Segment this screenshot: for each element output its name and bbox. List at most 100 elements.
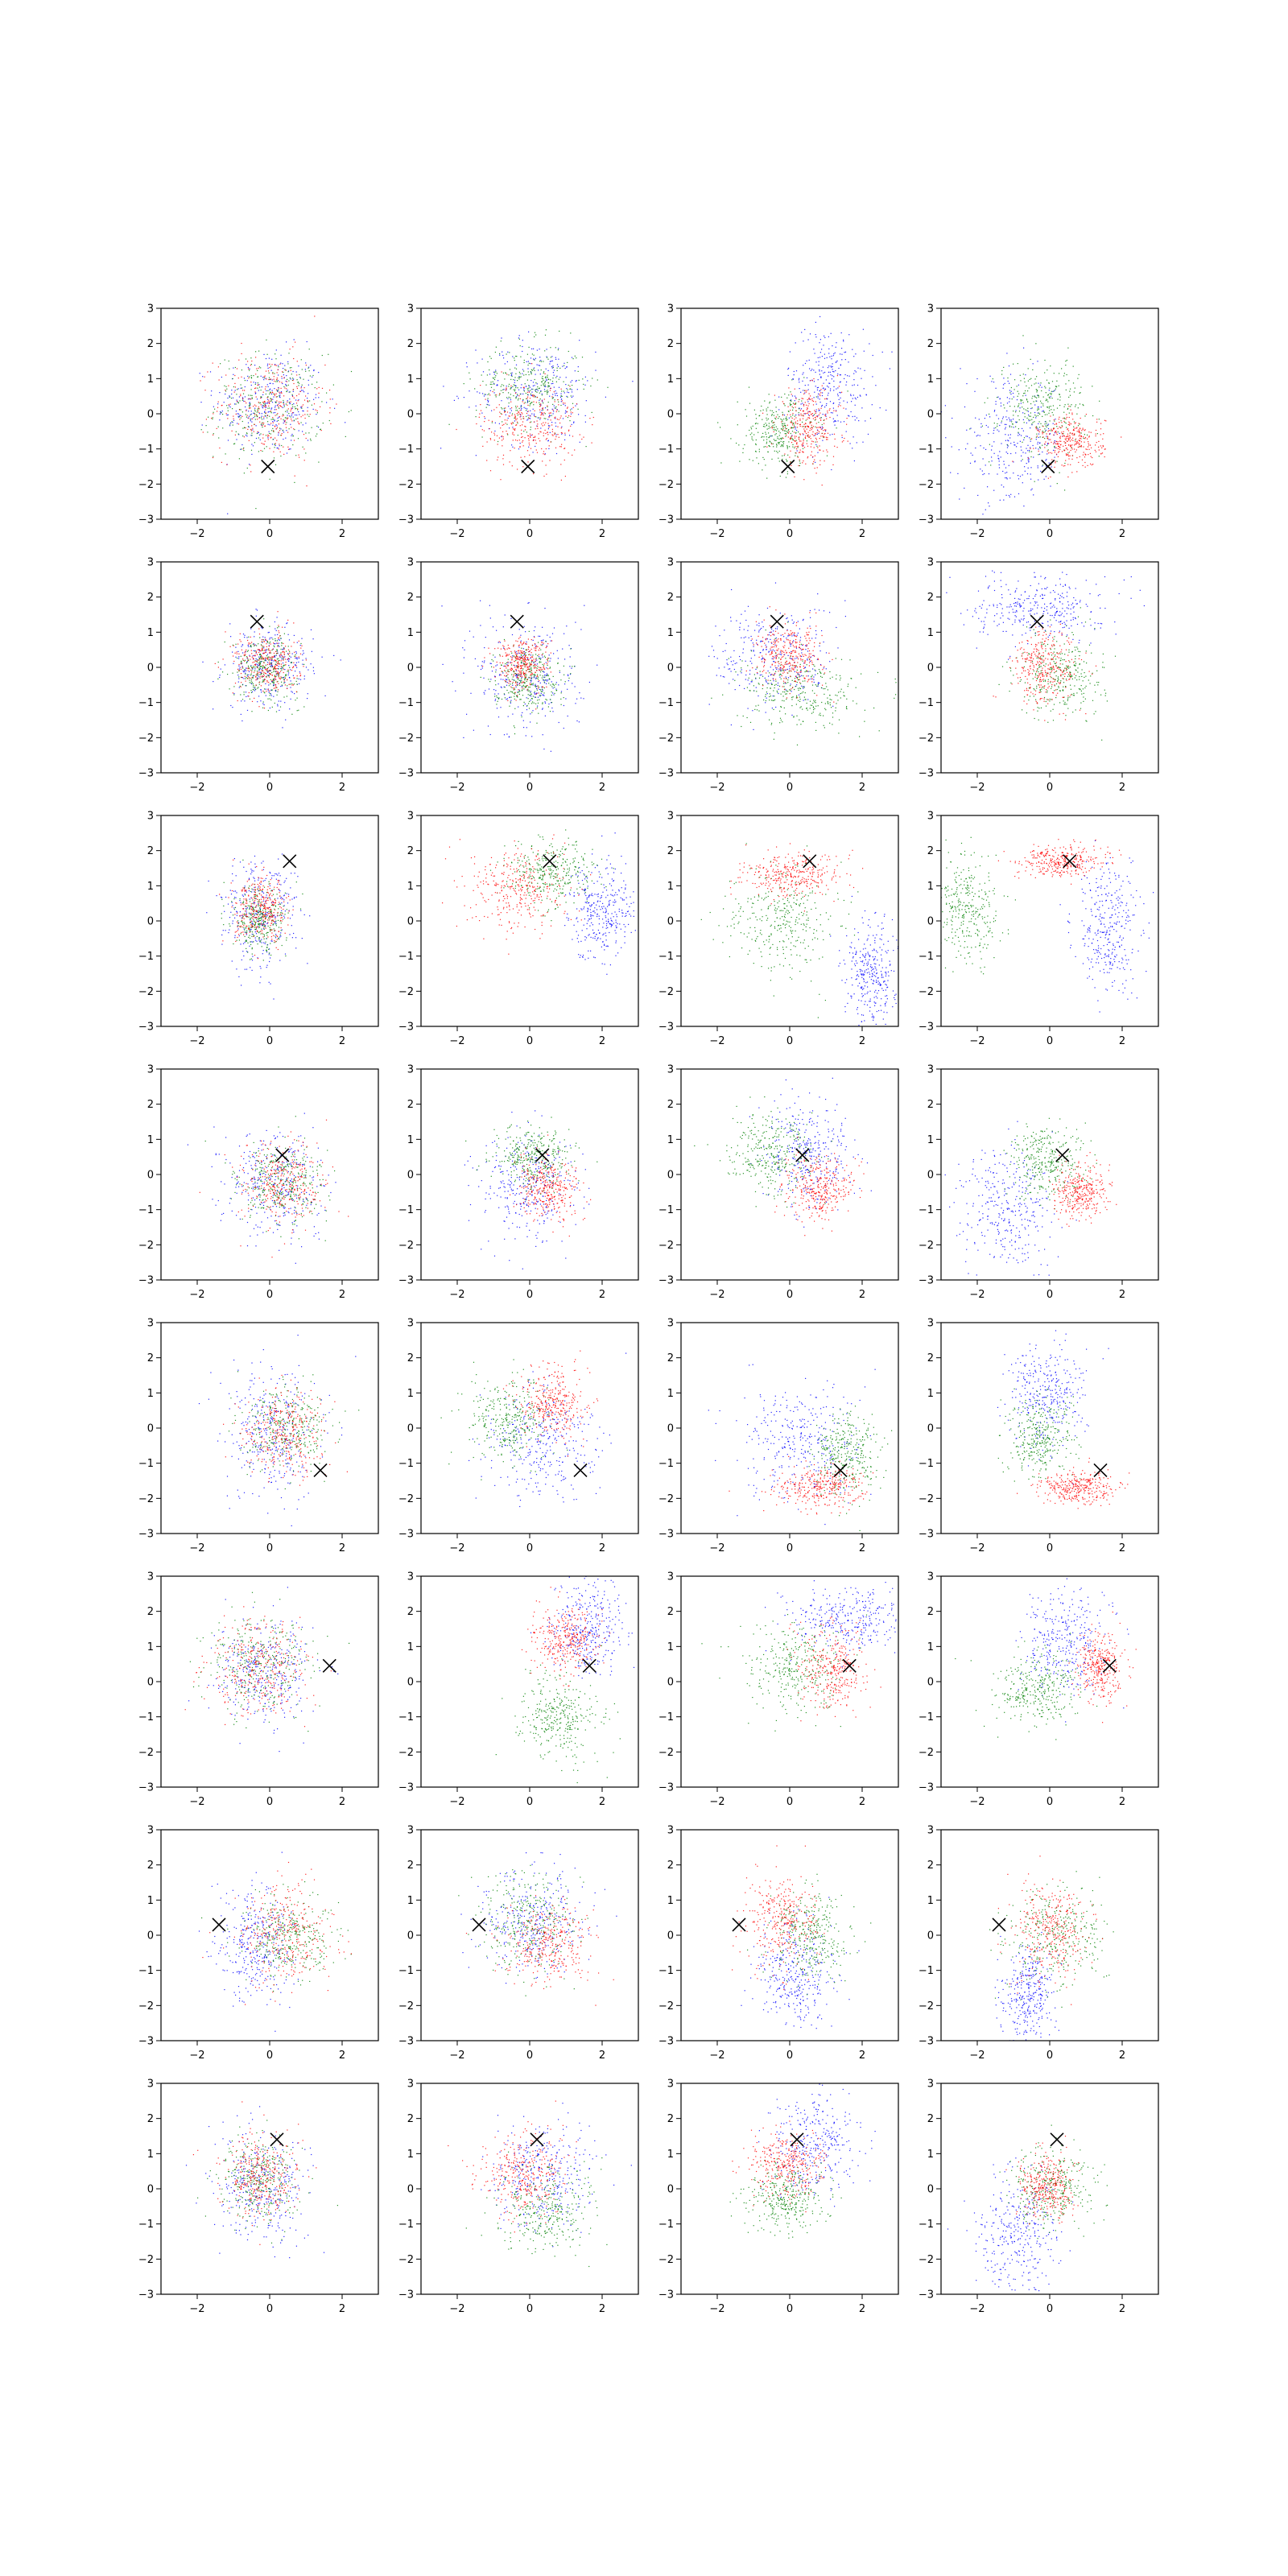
scatter-point <box>526 412 528 415</box>
scatter-point <box>1030 403 1032 405</box>
scatter-point <box>519 446 521 448</box>
scatter-point <box>258 671 260 673</box>
scatter-point <box>982 473 984 476</box>
scatter-point <box>1041 390 1042 392</box>
scatter-point <box>510 387 512 389</box>
scatter-point <box>1018 403 1020 405</box>
scatter-point <box>299 679 302 680</box>
scatter-point <box>1083 405 1084 407</box>
scatter-point <box>275 405 276 407</box>
scatter-point <box>761 405 762 407</box>
scatter-point <box>306 341 308 343</box>
scatter-point <box>287 408 289 410</box>
scatter-point <box>272 417 274 419</box>
scatter-point <box>547 679 549 681</box>
scatter-point <box>823 372 824 374</box>
scatter-point <box>250 690 252 691</box>
scatter-point <box>288 391 290 393</box>
scatter-point <box>781 396 782 398</box>
scatter-point <box>1020 446 1022 448</box>
scatter-point <box>1084 438 1086 440</box>
scatter-point <box>783 455 785 456</box>
scatter-point <box>287 669 289 671</box>
scatter-point <box>815 439 817 440</box>
scatter-point <box>800 415 802 416</box>
scatter-point <box>1072 434 1074 436</box>
scatter-point <box>787 436 789 438</box>
scatter-point <box>809 421 811 423</box>
scatter-point <box>242 684 243 686</box>
scatter-point <box>1063 375 1065 377</box>
scatter-point <box>795 342 796 344</box>
scatter-point <box>990 464 992 466</box>
scatter-point <box>811 434 813 436</box>
scatter-point <box>246 409 247 411</box>
scatter-point <box>250 357 252 359</box>
scatter-point <box>293 378 295 380</box>
scatter-point <box>260 650 262 652</box>
scatter-point <box>522 445 524 447</box>
scatter-point <box>267 662 269 663</box>
scatter-point <box>1005 494 1007 496</box>
scatter-point <box>282 651 283 653</box>
scatter-point <box>791 442 793 444</box>
scatter-point <box>836 427 837 429</box>
scatter-point <box>802 402 803 404</box>
scatter-point <box>592 416 594 419</box>
scatter-point <box>568 350 569 353</box>
scatter-point <box>255 437 258 440</box>
scatter-point <box>1079 444 1080 446</box>
scatter-point <box>269 638 270 640</box>
scatter-point <box>1062 426 1063 427</box>
scatter-point <box>786 446 788 448</box>
scatter-point <box>1059 432 1060 434</box>
scatter-point <box>271 680 273 682</box>
scatter-point <box>561 395 563 397</box>
scatter-point <box>250 394 251 396</box>
scatter-point <box>280 392 282 394</box>
scatter-point <box>544 381 546 382</box>
scatter-point <box>841 441 843 443</box>
scatter-point <box>537 427 539 429</box>
scatter-point <box>543 371 545 373</box>
scatter-point <box>777 428 778 430</box>
scatter-point <box>1074 444 1075 446</box>
scatter-point <box>243 436 245 438</box>
scatter-point <box>1023 408 1025 410</box>
scatter-point <box>1053 434 1055 436</box>
scatter-point <box>881 351 883 353</box>
scatter-point <box>555 407 556 409</box>
scatter-point <box>260 402 262 403</box>
scatter-point <box>1028 461 1030 463</box>
scatter-point <box>237 416 239 418</box>
scatter-point <box>804 362 807 365</box>
scatter-point <box>829 434 831 436</box>
y-tick-label: −2 <box>658 479 674 491</box>
scatter-point <box>260 673 262 675</box>
scatter-point <box>1073 391 1075 393</box>
scatter-point <box>819 352 821 353</box>
scatter-point <box>547 382 550 384</box>
scatter-point <box>985 448 987 450</box>
scatter-point <box>254 387 256 390</box>
scatter-point <box>313 398 315 400</box>
scatter-point <box>1027 457 1029 459</box>
scatter-point <box>285 664 287 666</box>
scatter-point <box>280 405 282 407</box>
scatter-point <box>1009 398 1010 399</box>
scatter-point <box>283 654 285 655</box>
scatter-point <box>549 415 551 417</box>
scatter-point <box>487 361 489 363</box>
scatter-point <box>251 453 253 455</box>
scatter-point <box>494 675 496 677</box>
scatter-point <box>276 381 279 382</box>
scatter-point <box>278 671 279 673</box>
scatter-point <box>291 684 293 686</box>
scatter-point <box>749 402 751 404</box>
scatter-point <box>258 682 260 683</box>
scatter-point <box>246 650 248 652</box>
scatter-point <box>258 658 260 659</box>
scatter-point <box>246 432 248 434</box>
scatter-point <box>247 678 249 679</box>
scatter-point <box>533 473 535 475</box>
